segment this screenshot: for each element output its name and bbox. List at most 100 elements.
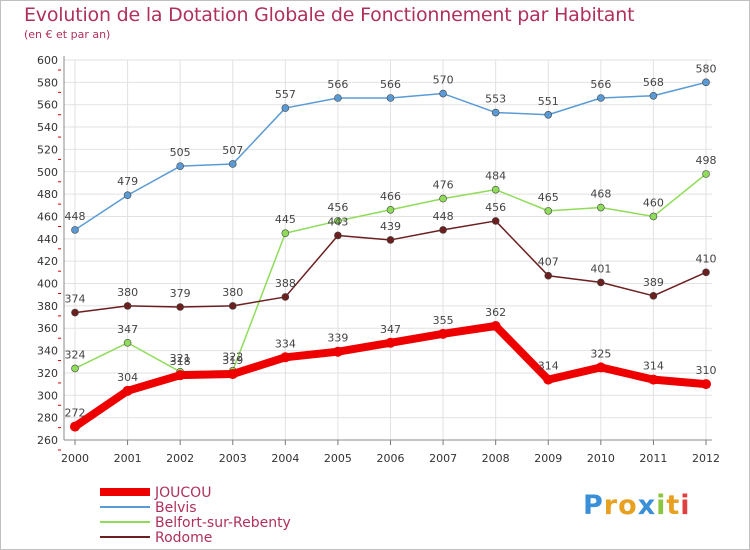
x-tick-label: 2001 <box>114 452 142 465</box>
data-point-rodome <box>71 308 79 317</box>
y-tick-label: 580 <box>37 76 58 89</box>
data-point-belfort-sur-rebenty <box>439 194 447 203</box>
data-point-belfort-sur-rebenty <box>544 207 553 215</box>
data-label-joucou: 325 <box>590 347 611 360</box>
data-label-belvis: 566 <box>590 78 611 91</box>
data-point-joucou <box>490 321 501 331</box>
data-label-belfort-sur-rebenty: 321 <box>170 352 191 365</box>
y-tick-label: 280 <box>37 412 58 425</box>
x-tick-label: 2011 <box>639 452 667 465</box>
data-point-rodome <box>123 302 132 310</box>
data-point-belfort-sur-rebenty <box>281 229 290 238</box>
y-tick-label: 460 <box>37 210 58 223</box>
data-label-joucou: 318 <box>170 355 191 368</box>
x-tick-label: 2009 <box>534 452 562 465</box>
data-label-rodome: 448 <box>433 210 454 223</box>
data-label-belvis: 553 <box>485 93 506 106</box>
x-tick-label: 2012 <box>692 452 720 465</box>
legend-label-rodome: Rodome <box>155 530 212 546</box>
data-point-belvis <box>386 94 395 102</box>
y-tick-label: 300 <box>37 389 58 402</box>
data-label-rodome: 439 <box>380 220 401 233</box>
data-point-rodome <box>702 268 710 277</box>
data-point-rodome <box>649 292 658 300</box>
legend-label-belvis: Belvis <box>155 500 197 516</box>
data-label-belvis: 557 <box>275 88 296 101</box>
data-label-belvis: 507 <box>222 144 243 157</box>
data-point-joucou <box>438 328 449 339</box>
data-label-joucou: 347 <box>380 323 401 336</box>
data-point-joucou <box>332 346 343 357</box>
data-point-rodome <box>386 236 395 244</box>
data-label-rodome: 443 <box>327 215 348 228</box>
data-point-belvis <box>597 94 605 102</box>
data-label-rodome: 374 <box>65 293 86 306</box>
data-label-rodome: 401 <box>590 262 611 275</box>
data-label-rodome: 380 <box>222 286 243 299</box>
data-point-belfort-sur-rebenty <box>597 203 605 212</box>
data-label-belfort-sur-rebenty: 324 <box>65 348 86 361</box>
data-label-belvis: 448 <box>65 210 86 223</box>
data-point-rodome <box>334 231 342 240</box>
x-tick-label: 2008 <box>482 452 510 465</box>
y-tick-label: 560 <box>37 99 58 112</box>
y-tick-label: 320 <box>37 367 58 380</box>
data-label-joucou: 314 <box>538 360 559 373</box>
data-point-joucou <box>595 362 606 373</box>
data-label-rodome: 380 <box>117 286 138 299</box>
data-point-joucou <box>701 379 711 390</box>
data-label-belfort-sur-rebenty: 466 <box>380 190 401 203</box>
data-point-belfort-sur-rebenty <box>334 217 342 225</box>
chart-title: Evolution de la Dotation Globale de Fonc… <box>24 4 635 26</box>
x-tick-label: 2003 <box>219 452 247 465</box>
data-point-belvis <box>228 160 237 168</box>
data-label-belfort-sur-rebenty: 445 <box>275 213 296 226</box>
y-tick-label: 520 <box>37 143 58 156</box>
data-point-joucou <box>175 370 186 381</box>
data-point-belvis <box>439 89 447 98</box>
data-label-belfort-sur-rebenty: 460 <box>643 196 664 209</box>
data-point-joucou <box>648 374 659 385</box>
y-axis-ticks: 260 280 300 320 340 360 380 400 420 440 460 480 500 5… <box>37 54 58 447</box>
data-point-rodome <box>228 302 237 310</box>
data-label-belfort-sur-rebenty: 498 <box>696 154 717 167</box>
chart-grid <box>64 59 712 441</box>
data-point-belvis <box>281 104 290 112</box>
data-point-belvis <box>123 191 132 200</box>
proxiti-logo: Proxiti <box>583 490 691 521</box>
x-tick-label: 2002 <box>166 452 194 465</box>
x-tick-label: 2005 <box>324 452 352 465</box>
data-point-joucou <box>70 421 80 432</box>
data-label-belvis: 566 <box>327 78 348 91</box>
logo-letter: i <box>680 490 691 521</box>
legend-label-joucou: JOUCOU <box>154 485 211 501</box>
y-tick-label: 400 <box>37 278 58 291</box>
chart-axes <box>58 56 712 451</box>
data-label-rodome: 410 <box>696 252 717 265</box>
y-tick-label: 360 <box>37 322 58 335</box>
data-label-belvis: 570 <box>433 74 454 87</box>
data-label-joucou: 314 <box>643 360 664 373</box>
data-label-rodome: 407 <box>538 256 559 269</box>
data-label-joucou: 272 <box>65 407 86 420</box>
y-tick-label: 540 <box>37 121 58 134</box>
y-tick-label: 480 <box>37 188 58 201</box>
x-tick-label: 2006 <box>377 452 405 465</box>
data-label-joucou: 304 <box>117 371 138 384</box>
y-tick-label: 500 <box>37 166 58 179</box>
data-point-rodome <box>544 271 553 280</box>
data-label-belfort-sur-rebenty: 347 <box>117 323 138 336</box>
y-tick-label: 420 <box>37 255 58 268</box>
x-tick-label: 2010 <box>587 452 615 465</box>
y-tick-label: 600 <box>37 54 58 67</box>
data-point-belfort-sur-rebenty <box>702 170 710 178</box>
data-point-belvis <box>71 226 79 234</box>
data-label-rodome: 379 <box>170 287 191 300</box>
data-label-belfort-sur-rebenty: 465 <box>538 191 559 204</box>
data-point-belvis <box>544 110 553 119</box>
data-point-belfort-sur-rebenty <box>71 364 79 373</box>
chart-subtitle: (en € et par an) <box>24 28 111 41</box>
